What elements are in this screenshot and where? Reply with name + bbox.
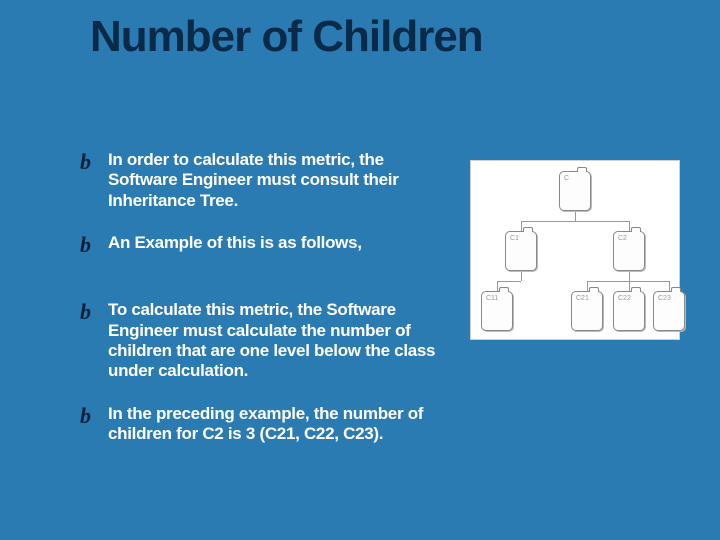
- tree-node: C22: [613, 291, 645, 331]
- list-item: b In order to calculate this metric, the…: [80, 150, 440, 211]
- list-item: b To calculate this metric, the Software…: [80, 300, 440, 382]
- bullet-text: An Example of this is as follows,: [108, 233, 362, 253]
- tree-node: C: [559, 171, 591, 211]
- bullet-text: In order to calculate this metric, the S…: [108, 150, 440, 211]
- bullet-list: b In order to calculate this metric, the…: [80, 150, 440, 467]
- tree-node: C2: [613, 231, 645, 271]
- bullet-icon: b: [80, 233, 108, 256]
- tree-node: C21: [571, 291, 603, 331]
- tree-node: C11: [481, 291, 513, 331]
- tree-node: C23: [653, 291, 685, 331]
- list-item: b An Example of this is as follows,: [80, 233, 440, 256]
- bullet-icon: b: [80, 404, 108, 427]
- list-item: b In the preceding example, the number o…: [80, 404, 440, 445]
- inheritance-tree-diagram: CC1C2C11C21C22C23: [470, 160, 680, 340]
- tree-node: C1: [505, 231, 537, 271]
- bullet-icon: b: [80, 300, 108, 323]
- bullet-text: In the preceding example, the number of …: [108, 404, 440, 445]
- bullet-text: To calculate this metric, the Software E…: [108, 300, 440, 382]
- bullet-icon: b: [80, 150, 108, 173]
- slide-title: Number of Children: [90, 12, 483, 62]
